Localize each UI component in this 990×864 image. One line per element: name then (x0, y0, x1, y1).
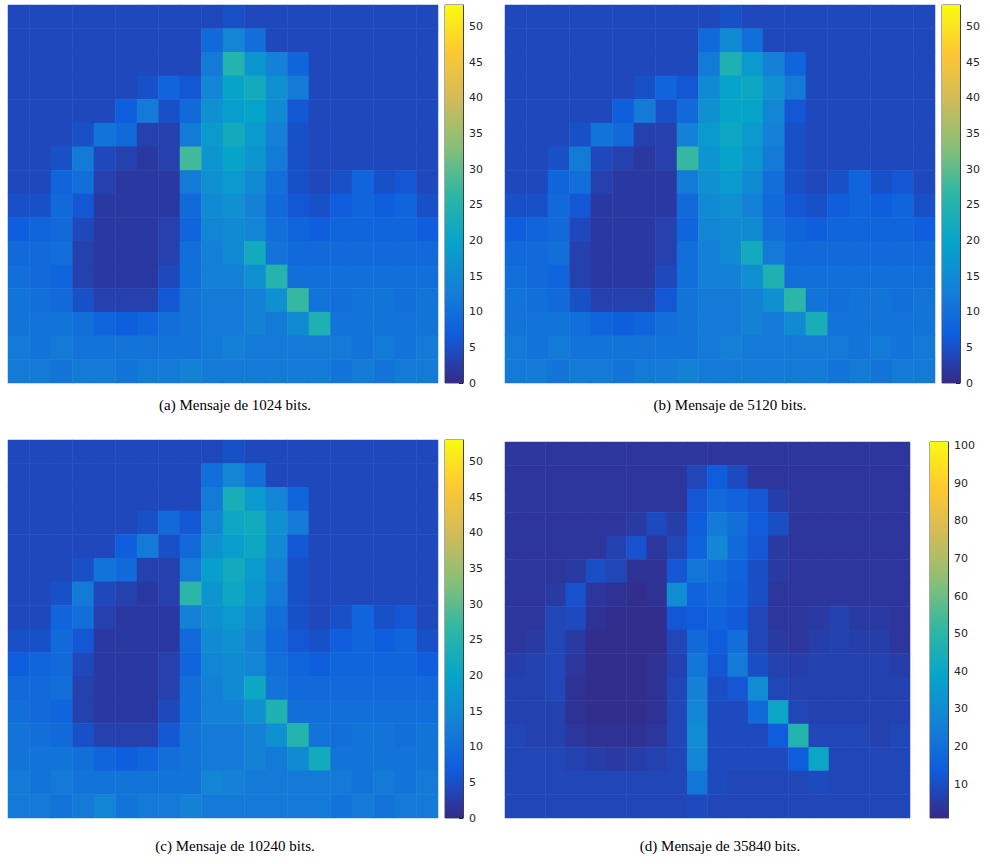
svg-text:5: 5 (469, 341, 476, 354)
svg-text:35: 35 (469, 127, 483, 140)
svg-text:15: 15 (966, 270, 980, 283)
svg-text:20: 20 (469, 234, 483, 247)
svg-text:15: 15 (469, 705, 483, 718)
svg-text:45: 45 (469, 56, 483, 69)
svg-text:30: 30 (469, 598, 483, 611)
svg-text:0: 0 (469, 377, 476, 390)
svg-text:(d) Mensaje de 35840 bits.: (d) Mensaje de 35840 bits. (640, 838, 800, 855)
svg-text:(b) Mensaje de 5120 bits.: (b) Mensaje de 5120 bits. (654, 397, 807, 414)
svg-text:40: 40 (469, 526, 483, 539)
svg-text:25: 25 (469, 198, 483, 211)
svg-text:50: 50 (966, 20, 980, 33)
svg-text:30: 30 (966, 163, 980, 176)
svg-text:(a) Mensaje de 1024 bits.: (a) Mensaje de 1024 bits. (159, 397, 311, 414)
svg-text:25: 25 (469, 633, 483, 646)
svg-text:35: 35 (966, 127, 980, 140)
svg-text:35: 35 (469, 562, 483, 575)
svg-text:30: 30 (954, 702, 968, 715)
svg-text:10: 10 (954, 778, 968, 791)
svg-text:20: 20 (469, 669, 483, 682)
svg-text:10: 10 (966, 305, 980, 318)
svg-text:40: 40 (966, 91, 980, 104)
svg-text:20: 20 (966, 234, 980, 247)
svg-text:90: 90 (954, 477, 968, 490)
svg-text:15: 15 (469, 270, 483, 283)
svg-text:70: 70 (954, 552, 968, 565)
svg-text:30: 30 (469, 163, 483, 176)
svg-text:0: 0 (966, 377, 973, 390)
svg-text:50: 50 (469, 20, 483, 33)
svg-text:50: 50 (469, 455, 483, 468)
svg-text:0: 0 (469, 812, 476, 825)
svg-text:40: 40 (469, 91, 483, 104)
svg-text:50: 50 (954, 627, 968, 640)
svg-text:40: 40 (954, 665, 968, 678)
svg-text:25: 25 (966, 198, 980, 211)
svg-text:(c) Mensaje de 10240 bits.: (c) Mensaje de 10240 bits. (155, 838, 315, 855)
svg-text:5: 5 (469, 776, 476, 789)
svg-text:45: 45 (966, 56, 980, 69)
svg-text:45: 45 (469, 491, 483, 504)
svg-text:60: 60 (954, 590, 968, 603)
svg-text:20: 20 (954, 740, 968, 753)
svg-text:100: 100 (954, 439, 975, 452)
svg-text:10: 10 (469, 740, 483, 753)
svg-text:80: 80 (954, 514, 968, 527)
svg-text:5: 5 (966, 341, 973, 354)
svg-text:10: 10 (469, 305, 483, 318)
